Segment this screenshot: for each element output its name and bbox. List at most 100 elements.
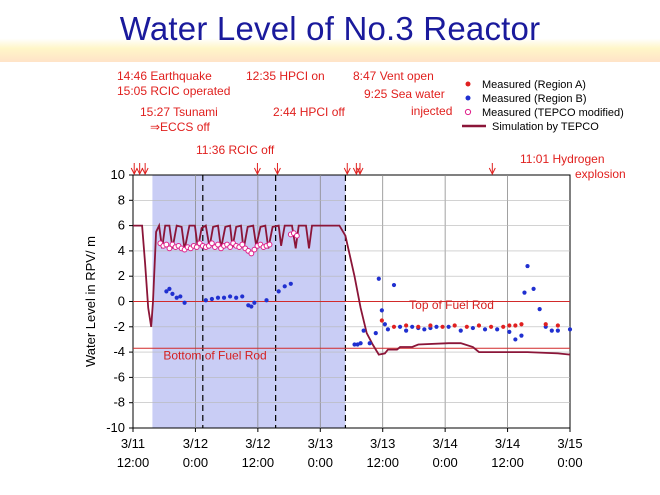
region-b-point bbox=[203, 298, 208, 303]
region-b-point bbox=[358, 341, 363, 346]
region-b-point bbox=[422, 327, 427, 332]
annotation-arrowhead bbox=[130, 167, 138, 176]
region-a-point bbox=[391, 324, 397, 329]
region-b-point bbox=[228, 294, 233, 299]
region-b-point bbox=[404, 328, 409, 333]
region-b-point bbox=[385, 327, 391, 332]
region-b-point bbox=[282, 284, 287, 289]
top-of-fuel-rod-label: Top of Fuel Rod bbox=[409, 298, 494, 312]
region-b-point bbox=[482, 327, 488, 332]
region-b-point bbox=[367, 341, 372, 346]
tepco-modified-point bbox=[215, 241, 221, 248]
region-b-point bbox=[531, 286, 536, 291]
region-b-point bbox=[410, 324, 415, 329]
tepco-modified-point bbox=[293, 232, 300, 239]
region-b-point bbox=[525, 263, 530, 269]
x-tick-label: 3/14 bbox=[495, 436, 520, 451]
x-tick-label: 0:00 bbox=[432, 455, 457, 470]
annotation-text: explosion bbox=[575, 167, 626, 181]
region-b-point bbox=[519, 333, 524, 338]
tepco-modified-point bbox=[266, 241, 273, 248]
region-b-point bbox=[288, 281, 293, 286]
x-tick-label: 3/12 bbox=[245, 436, 270, 451]
region-a-point bbox=[501, 324, 506, 329]
region-b-point bbox=[215, 295, 221, 300]
legend-marker bbox=[465, 95, 471, 101]
tepco-modified-point bbox=[227, 244, 234, 251]
region-b-point bbox=[446, 324, 451, 329]
region-b-point bbox=[167, 286, 172, 291]
region-b-point bbox=[182, 300, 187, 305]
y-tick-label: -6 bbox=[113, 369, 125, 384]
tepco-modified-point bbox=[248, 250, 255, 257]
tepco-modified-point bbox=[163, 241, 170, 248]
region-b-point bbox=[249, 304, 254, 309]
x-tick-label: 12:00 bbox=[242, 455, 275, 470]
x-tick-label: 12:00 bbox=[117, 455, 150, 470]
region-a-point bbox=[464, 324, 469, 329]
region-a-point bbox=[440, 324, 445, 329]
region-b-point bbox=[507, 329, 512, 334]
bottom-of-fuel-rod-label: Bottom of Fuel Rod bbox=[163, 349, 266, 363]
annotation-text: 8:47 Vent open bbox=[353, 69, 434, 83]
region-b-point bbox=[373, 331, 378, 336]
legend-label: Simulation by TEPCO bbox=[492, 121, 599, 133]
legend-marker bbox=[464, 108, 472, 116]
region-b-point bbox=[513, 337, 518, 342]
x-tick-label: 0:00 bbox=[183, 455, 208, 470]
x-tick-label: 3/13 bbox=[370, 436, 395, 451]
title-band bbox=[0, 0, 660, 62]
x-tick-label: 3/13 bbox=[308, 436, 333, 451]
annotation-arrowhead bbox=[488, 167, 496, 176]
region-b-point bbox=[434, 324, 439, 329]
region-b-point bbox=[567, 327, 573, 332]
annotation-text: 9:25 Sea water bbox=[364, 87, 445, 101]
annotation-text: injected bbox=[411, 104, 452, 118]
region-a-point bbox=[476, 323, 482, 328]
region-b-point bbox=[391, 282, 397, 288]
region-a-point bbox=[379, 318, 384, 323]
annotation-text: 12:35 HPCI on bbox=[246, 69, 325, 83]
x-tick-label: 3/12 bbox=[183, 436, 208, 451]
annotation-arrowhead bbox=[136, 167, 144, 176]
region-a-point bbox=[507, 323, 512, 328]
annotation-text: 11:36 RCIC off bbox=[196, 143, 275, 157]
region-a-point bbox=[543, 322, 548, 327]
legend-label: Measured (TEPCO modified) bbox=[482, 107, 624, 119]
region-b-point bbox=[537, 306, 542, 312]
annotation-arrowhead bbox=[356, 167, 364, 176]
y-tick-label: 0 bbox=[118, 294, 125, 309]
region-a-point bbox=[416, 324, 421, 329]
region-b-point bbox=[209, 296, 215, 302]
region-b-point bbox=[495, 327, 500, 332]
region-b-point bbox=[470, 325, 475, 331]
region-b-point bbox=[458, 328, 463, 333]
region-a-point bbox=[519, 322, 524, 327]
region-a-point bbox=[555, 323, 560, 328]
region-b-point bbox=[240, 294, 245, 299]
x-tick-label: 3/11 bbox=[121, 436, 145, 451]
region-b-point bbox=[549, 328, 554, 333]
tepco-modified-point bbox=[209, 240, 215, 247]
region-a-point bbox=[452, 323, 457, 328]
y-tick-label: -10 bbox=[106, 420, 125, 435]
region-b-point bbox=[555, 328, 560, 333]
region-b-point bbox=[178, 294, 183, 299]
legend-label: Measured (Region B) bbox=[482, 93, 587, 105]
region-b-point bbox=[376, 276, 381, 281]
x-tick-label: 12:00 bbox=[491, 455, 524, 470]
region-a-point bbox=[513, 323, 518, 328]
y-tick-label: 8 bbox=[118, 192, 125, 207]
y-tick-label: -2 bbox=[113, 319, 125, 334]
tepco-modified-point bbox=[193, 244, 200, 251]
y-tick-label: 2 bbox=[118, 268, 125, 283]
region-b-point bbox=[234, 295, 239, 300]
annotation-arrowhead bbox=[141, 167, 149, 176]
annotation-text: ⇒ECCS off bbox=[150, 120, 211, 134]
region-a-point bbox=[404, 323, 409, 328]
legend-marker bbox=[465, 81, 471, 87]
region-b-point bbox=[174, 295, 179, 300]
region-b-point bbox=[379, 308, 384, 313]
annotation-arrowhead bbox=[343, 167, 351, 176]
